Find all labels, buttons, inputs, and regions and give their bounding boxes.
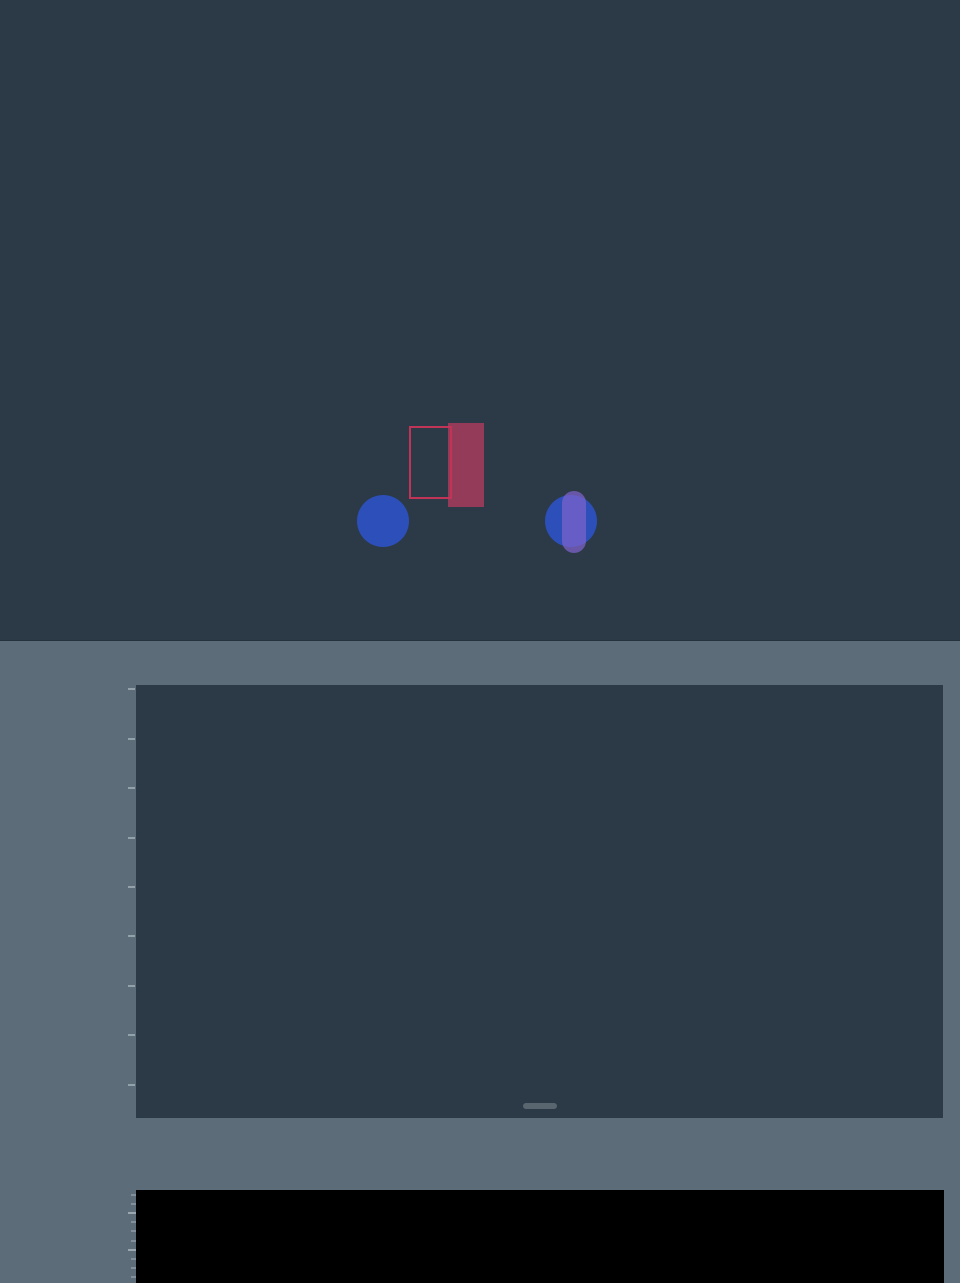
hour-label-2100 bbox=[2, 97, 66, 125]
hour-label-2200 bbox=[2, 166, 66, 194]
utc-axis-label bbox=[46, 1142, 126, 1170]
time-tick-022200 bbox=[236, 1142, 376, 1170]
minute-tick-40 bbox=[657, 608, 727, 634]
filter-band-badge bbox=[523, 1103, 557, 1109]
minute-tick-45 bbox=[724, 608, 794, 634]
minute-tick-25 bbox=[455, 608, 525, 634]
hour-label-0000 bbox=[2, 304, 66, 332]
pick-marker-band[interactable] bbox=[562, 491, 586, 553]
minute-tick-30 bbox=[522, 608, 592, 634]
y-tick-m8 bbox=[26, 1072, 126, 1098]
y-tick-8 bbox=[26, 676, 126, 702]
minute-tick-10 bbox=[254, 608, 324, 634]
minute-tick-35 bbox=[590, 608, 660, 634]
helicorder-canvas[interactable] bbox=[0, 0, 960, 640]
minute-tick-55 bbox=[858, 608, 928, 634]
hour-label-2000 bbox=[2, 28, 66, 56]
minute-tick-05 bbox=[187, 608, 257, 634]
minute-tick-50 bbox=[791, 608, 861, 634]
y-tick-4 bbox=[26, 775, 126, 801]
y-tick-2 bbox=[26, 825, 126, 851]
y-tick-0 bbox=[26, 874, 126, 900]
hour-label-0200 bbox=[2, 442, 66, 470]
y-tick-6 bbox=[26, 726, 126, 752]
y-tick-m2 bbox=[26, 923, 126, 949]
hour-label-2300 bbox=[2, 235, 66, 263]
spectrogram-plot-area[interactable] bbox=[136, 1190, 944, 1283]
freq-tick-44 bbox=[26, 1237, 126, 1263]
minute-tick-20 bbox=[388, 608, 458, 634]
event-selection-box[interactable] bbox=[409, 426, 452, 499]
hour-label-0300 bbox=[2, 511, 66, 539]
time-tick-022300 bbox=[527, 1142, 667, 1170]
y-tick-m6 bbox=[26, 1022, 126, 1048]
y-tick-m4 bbox=[26, 973, 126, 999]
filtered-waveform-canvas[interactable] bbox=[136, 685, 943, 1118]
time-tick-022400 bbox=[818, 1142, 958, 1170]
minute-tick-15 bbox=[321, 608, 391, 634]
hour-label-0100 bbox=[2, 373, 66, 401]
freq-tick-48 bbox=[26, 1200, 126, 1226]
